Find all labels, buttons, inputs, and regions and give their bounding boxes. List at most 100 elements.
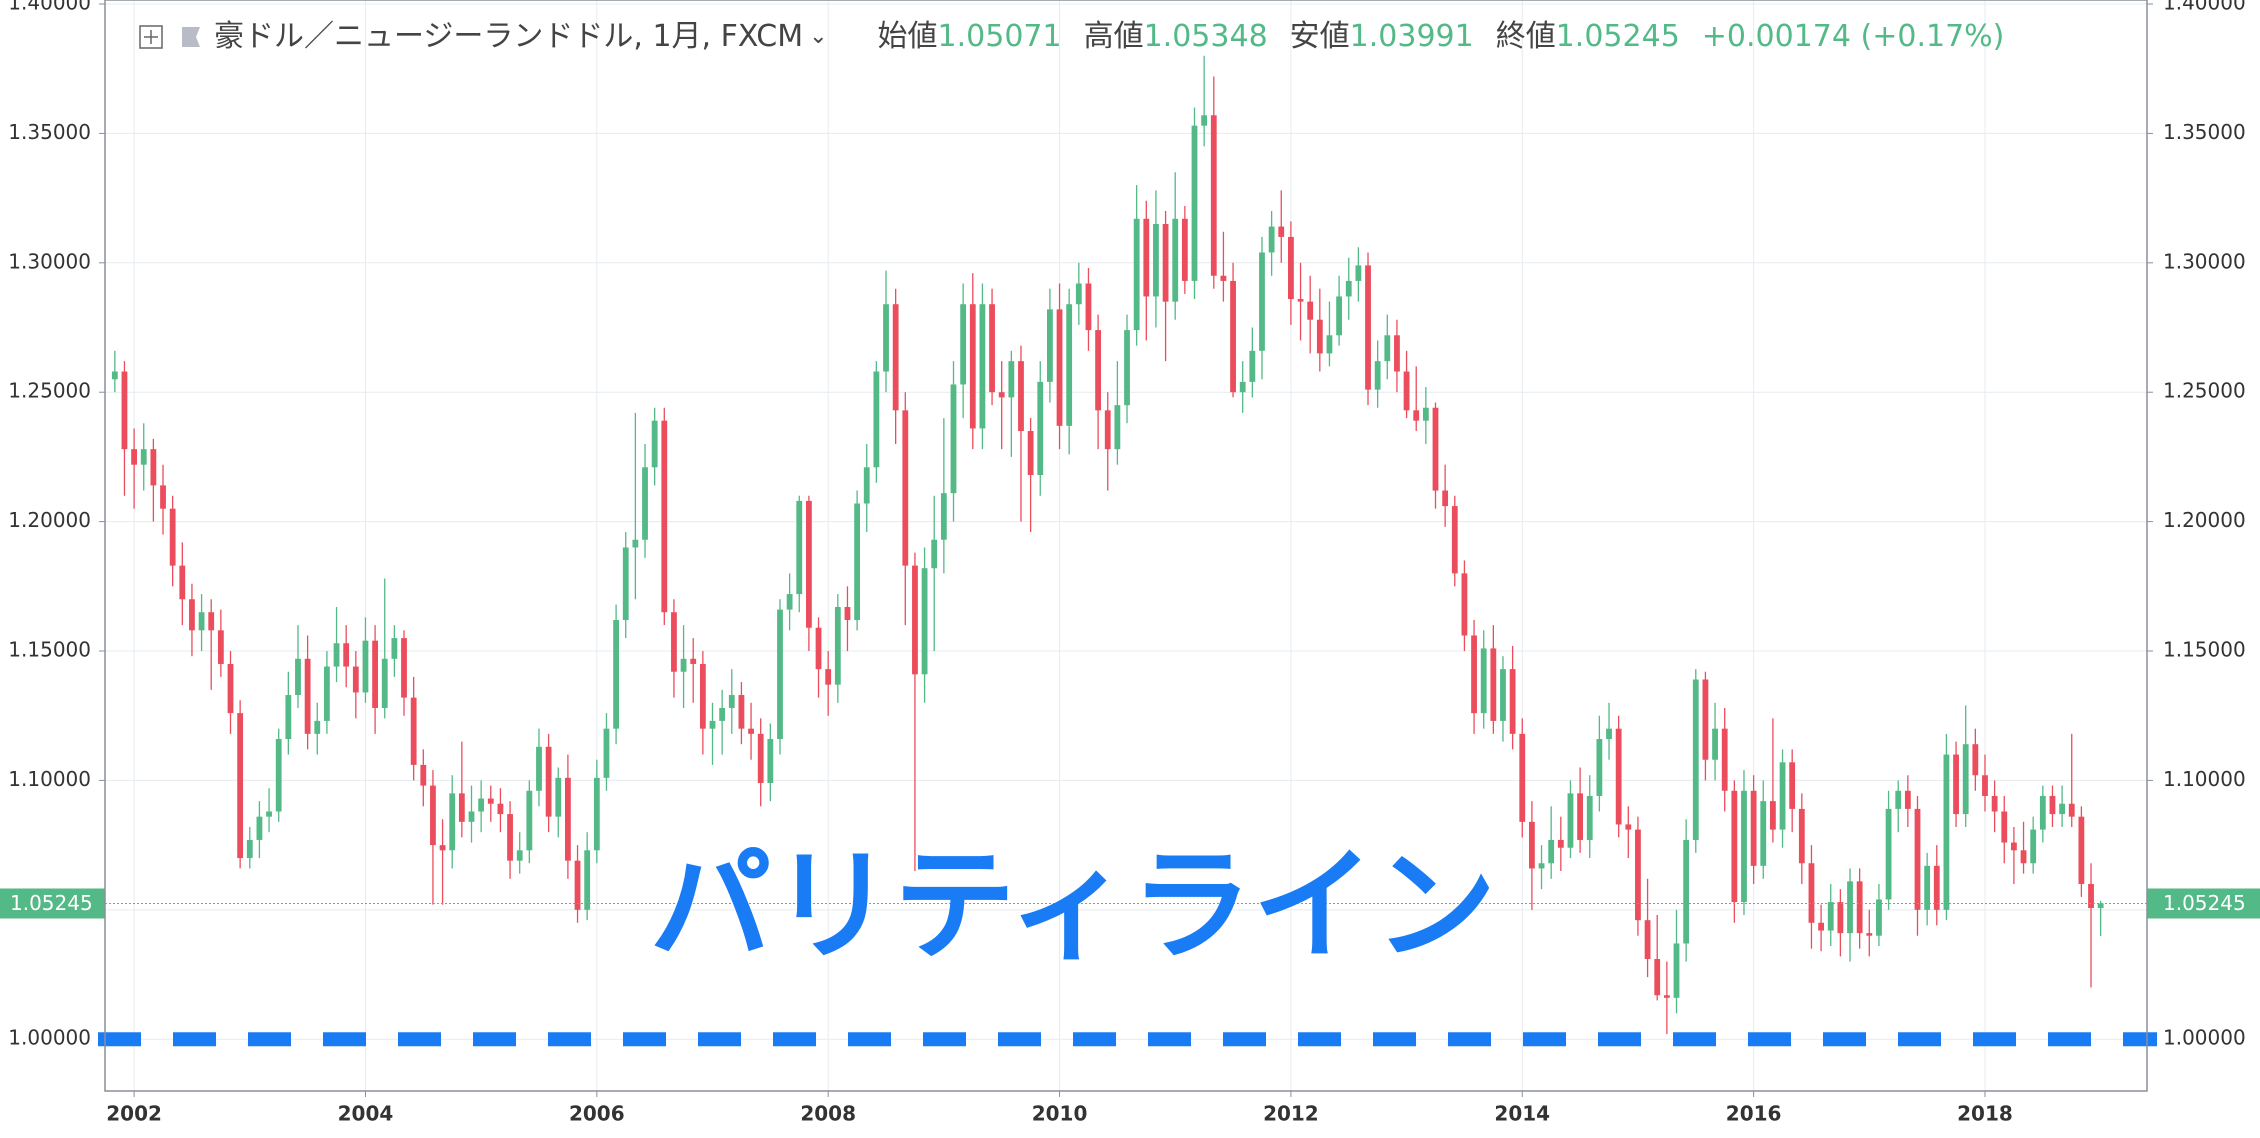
candle-body <box>1220 275 1227 281</box>
candle-body <box>1162 223 1169 302</box>
candle-body <box>671 612 677 672</box>
candle-body <box>989 304 995 393</box>
candle-body <box>266 811 272 817</box>
candle-body <box>565 777 571 861</box>
x-tick-label: 2014 <box>1494 1102 1550 1126</box>
candle-body <box>1133 218 1140 331</box>
candle-body <box>381 658 388 708</box>
candle-body <box>1856 881 1863 934</box>
header: 豪ドル／ニュージーランドドル, 1月, FXCM ⌄ 始値1.05071 高値1.05… <box>214 19 2004 54</box>
candle-body <box>680 658 687 672</box>
plot-frame <box>104 0 2148 1092</box>
candle-body <box>1027 431 1034 476</box>
flag-icon[interactable] <box>182 27 200 47</box>
candle-body <box>343 643 350 667</box>
candle-body <box>131 449 137 465</box>
candle-body <box>401 638 407 698</box>
candle-body <box>960 304 967 385</box>
symbol[interactable]: 豪ドル／ニュージーランドドル, 1月, FXCM <box>214 19 803 54</box>
candle-body <box>1394 335 1400 372</box>
candle-body <box>449 793 456 851</box>
candle-body <box>285 695 292 740</box>
y2-tick-label: 1.30000 <box>2163 249 2246 273</box>
y-tick-label: 1.00000 <box>8 1026 91 1050</box>
candle-body <box>1712 728 1718 760</box>
candle-body <box>410 697 417 765</box>
chevron[interactable]: ⌄ <box>809 24 827 49</box>
y2-tick-label: 1.00000 <box>2163 1026 2246 1050</box>
candle-body <box>796 500 803 595</box>
y2-tick-label: 1.25000 <box>2163 379 2246 403</box>
candle-body <box>1403 371 1410 411</box>
candle-body <box>111 371 118 380</box>
candle-body <box>873 371 880 468</box>
candle-body <box>1577 793 1583 840</box>
candle-body <box>1953 754 1959 815</box>
candle-body <box>1972 744 1979 776</box>
candle-body <box>478 798 485 812</box>
y-tick-label: 1.15000 <box>8 638 91 662</box>
candle-body <box>391 638 398 659</box>
candle-body <box>690 658 697 664</box>
candle-body <box>1085 283 1092 331</box>
candle-body <box>622 547 629 620</box>
candle-body <box>1451 506 1458 574</box>
candle-body <box>969 304 976 429</box>
y-tick-label: 1.10000 <box>8 767 91 791</box>
candle-body <box>1827 902 1834 931</box>
candle-body <box>1500 669 1506 721</box>
candle-body <box>728 695 735 708</box>
candle-body <box>1876 899 1882 936</box>
price-tag <box>2147 888 2260 919</box>
candle-body <box>420 764 427 786</box>
candle-body <box>1210 115 1217 276</box>
candle-body <box>169 508 176 566</box>
candle-body <box>1567 793 1574 848</box>
candle-body <box>1683 839 1690 944</box>
candle-body <box>1789 762 1796 809</box>
candle-body <box>372 640 378 708</box>
candle-body <box>1316 319 1323 354</box>
candle-body <box>912 565 918 675</box>
candle-body <box>1143 218 1150 297</box>
candle-body <box>439 845 446 851</box>
candle-body <box>2039 795 2046 830</box>
candle-body <box>295 658 301 696</box>
candle-body <box>2097 903 2104 908</box>
candle-body <box>1413 410 1420 421</box>
candle-body <box>1933 865 1940 910</box>
candle-body <box>2001 811 2008 843</box>
candle-body <box>1904 790 1911 809</box>
candle-body <box>1201 115 1208 126</box>
close-label: 終値 <box>1496 19 1556 54</box>
candle-body <box>632 539 639 548</box>
candle-body <box>883 304 889 372</box>
candle-body <box>1066 304 1073 426</box>
price-tag-label: 1.05245 <box>10 891 93 915</box>
candle-body <box>1692 679 1699 840</box>
candle-body <box>458 793 465 822</box>
candle-body <box>661 420 668 613</box>
x-tick-label: 2016 <box>1726 1102 1782 1126</box>
candle-body <box>1336 296 1342 336</box>
y2-tick-label: 1.10000 <box>2163 767 2246 791</box>
candle-body <box>1268 226 1275 253</box>
low-value: 1.03991 <box>1350 19 1474 54</box>
price-tag <box>0 888 105 919</box>
candle-body <box>1249 350 1256 382</box>
y-tick-label: 1.40000 <box>8 0 91 15</box>
candle-body <box>1635 829 1641 921</box>
candle-body <box>1365 265 1371 390</box>
candle-body <box>921 568 928 675</box>
open-label: 始値 <box>878 19 938 54</box>
candle-body <box>1239 381 1246 393</box>
candle-body <box>1962 744 1969 815</box>
y2-tick-label: 1.20000 <box>2163 508 2246 532</box>
candle-body <box>314 720 321 734</box>
candle-body <box>584 850 591 910</box>
candle-body <box>950 384 957 494</box>
candle-body <box>998 392 1005 398</box>
candle-body <box>1750 790 1757 866</box>
low-label: 安値 <box>1290 19 1350 54</box>
add-icon[interactable] <box>139 25 163 49</box>
